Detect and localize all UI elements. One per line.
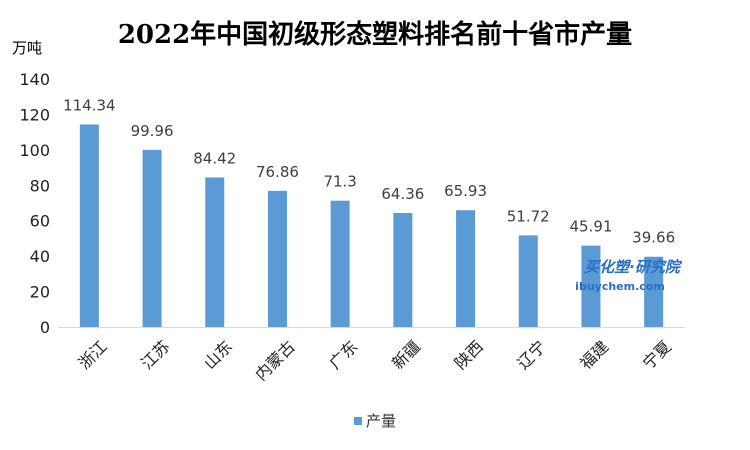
bar [518,235,538,327]
data-labels: 114.34 99.96 84.42 76.86 71.3 64.36 65.93 51.72… [63,96,675,246]
category-label: 福建 [576,337,612,373]
category-label: 江苏 [137,337,173,373]
category-label: 新疆 [388,337,424,373]
bar-value-label: 64.36 [381,185,424,203]
y-tick-label: 0 [40,318,50,337]
category-label: 山东 [200,337,236,373]
category-label: 广东 [325,337,361,373]
bar [142,149,162,327]
bar-value-label: 76.86 [256,163,299,181]
chart-title: 2022年中国初级形态塑料排名前十省市产量 [118,19,632,50]
category-label: 浙江 [75,337,111,373]
watermark-url: ibuychem.com [575,280,665,293]
bar-value-label: 65.93 [444,182,487,200]
watermark-brand: 买化塑·研究院 [584,258,683,276]
bar [267,190,287,327]
legend-swatch [354,417,362,425]
bar [393,212,413,327]
legend-label: 产量 [366,412,396,430]
bar [456,210,476,327]
bar-value-label: 39.66 [632,229,675,247]
bar-value-label: 71.3 [323,173,356,191]
y-tick-label: 80 [30,176,50,195]
bar [581,245,601,327]
bar [205,177,225,327]
bar-value-label: 45.91 [569,218,612,236]
category-labels: 浙江 江苏 山东 内蒙古 广东 新疆 陕西 辽宁 福建 宁夏 [75,337,675,384]
bar-value-label: 114.34 [63,96,116,114]
bar [79,124,99,327]
bar [330,200,350,327]
y-tick-label: 40 [30,247,50,266]
y-tick-label: 20 [30,283,50,302]
bar-value-label: 99.96 [131,122,174,140]
category-label: 内蒙古 [251,337,298,384]
bar [644,256,664,327]
bar-value-label: 84.42 [193,149,236,167]
y-axis-unit: 万吨 [12,39,42,57]
legend: 产量 [354,412,396,430]
y-tick-label: 120 [19,105,50,124]
watermark: 买化塑·研究院 ibuychem.com [575,258,683,293]
bar-series [79,124,664,327]
category-label: 辽宁 [513,337,549,373]
category-label: 宁夏 [639,337,675,373]
y-tick-label: 100 [19,141,50,160]
bar-value-label: 51.72 [507,207,550,225]
y-tick-label: 140 [19,70,50,89]
category-label: 陕西 [451,337,487,373]
y-axis-ticks: 0 20 40 60 80 100 120 140 [19,70,50,337]
y-tick-label: 60 [30,212,50,231]
